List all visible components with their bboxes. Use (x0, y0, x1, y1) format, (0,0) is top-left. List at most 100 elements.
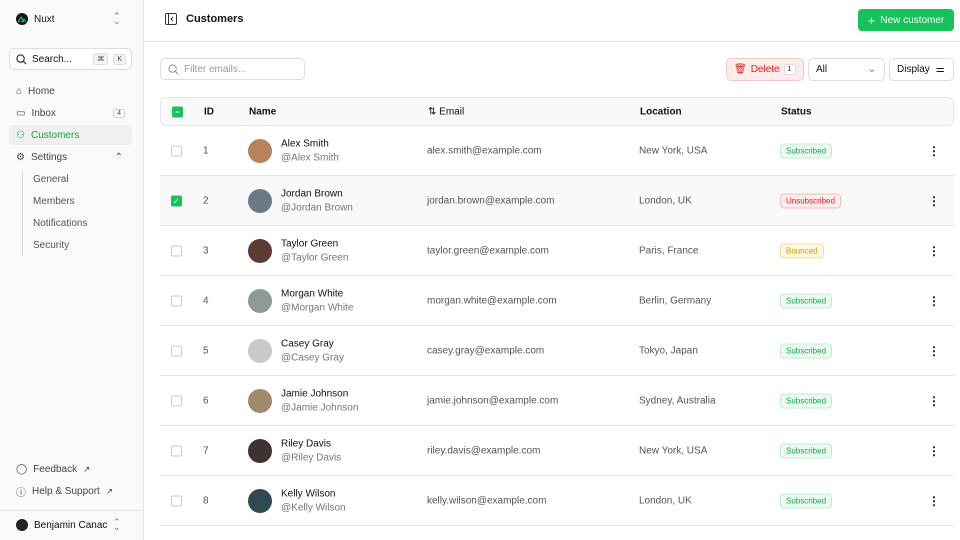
customer-handle: @Riley Davis (281, 452, 342, 463)
cell-id: 8 (203, 495, 209, 506)
kbd-cmd: ⌘ (93, 53, 109, 65)
table-row[interactable]: 1 Alex Smith @Alex Smith alex.smith@examp… (160, 126, 954, 176)
status-filter-value: All (816, 64, 828, 75)
trash-icon: 🗑 (734, 64, 747, 75)
status-badge: Subscribed (780, 343, 833, 358)
sidebar-item-general[interactable]: General (33, 174, 69, 185)
chevron-up-down-icon[interactable]: ⌃ ⌄ (113, 517, 121, 532)
row-actions-menu-icon[interactable]: ⋮ (928, 443, 940, 458)
avatar (248, 288, 272, 313)
row-checkbox[interactable] (171, 295, 182, 306)
cell-email: alex.smith@example.com (427, 145, 542, 156)
row-actions-menu-icon[interactable]: ⋮ (928, 143, 940, 158)
status-badge: Bounced (780, 243, 824, 258)
column-email-label: Email (439, 106, 465, 117)
table-row[interactable]: 4 Morgan White @Morgan White morgan.white… (160, 276, 954, 326)
settings-tree-line (22, 170, 23, 256)
sidebar-item-notifications[interactable]: Notifications (33, 218, 88, 229)
table-row[interactable]: 8 Kelly Wilson @Kelly Wilson kelly.wilson… (160, 476, 954, 526)
inbox-icon: ▭ (16, 107, 26, 119)
customer-handle: @Kelly Wilson (281, 502, 346, 513)
row-checkbox[interactable] (171, 245, 182, 256)
sidebar-item-inbox[interactable]: ▭ Inbox 4 (9, 103, 132, 123)
gear-icon: ⚙ (16, 151, 25, 163)
row-checkbox[interactable] (171, 495, 182, 506)
cell-name: Morgan White @Morgan White (281, 288, 353, 313)
help-support-link[interactable]: ⓘ Help & Support ↗ (9, 481, 132, 501)
cell-email: casey.gray@example.com (427, 345, 545, 356)
avatar (248, 388, 272, 413)
sidebar-item-security[interactable]: Security (33, 240, 70, 251)
external-link-icon: ↗ (83, 464, 91, 474)
row-checkbox[interactable] (171, 345, 182, 356)
status-badge: Subscribed (780, 143, 833, 158)
delete-label: Delete (750, 64, 780, 75)
table-row[interactable]: 5 Casey Gray @Casey Gray casey.gray@examp… (160, 326, 954, 376)
row-checkbox[interactable] (171, 395, 182, 406)
table-row[interactable]: 6 Jamie Johnson @Jamie Johnson jamie.john… (160, 376, 954, 426)
customer-name: Jamie Johnson (281, 388, 349, 399)
user-menu[interactable]: Benjamin Canac ⌃ ⌄ (0, 510, 143, 532)
user-avatar (16, 519, 28, 531)
chevron-up-icon: ⌃ (114, 151, 123, 163)
chevron-up-down-icon[interactable]: ⌃ ⌄ (113, 11, 121, 26)
sidebar-item-label: Home (28, 85, 55, 97)
sidebar-item-label: Settings (30, 151, 68, 163)
search-icon (168, 63, 179, 74)
sliders-icon: ⚌ (935, 64, 945, 75)
row-checkbox[interactable] (171, 445, 182, 456)
delete-button[interactable]: 🗑 Delete 1 (726, 58, 804, 81)
status-badge: Unsubscribed (780, 193, 841, 208)
row-actions-menu-icon[interactable]: ⋮ (928, 393, 940, 408)
avatar (248, 238, 272, 263)
chevron-down-icon: ⌄ (867, 64, 876, 75)
status-filter-select[interactable]: All ⌄ (808, 58, 885, 81)
row-actions-menu-icon[interactable]: ⋮ (928, 293, 940, 308)
display-button[interactable]: Display ⚌ (889, 58, 954, 81)
cell-location: Berlin, Germany (639, 295, 712, 306)
feedback-link[interactable]: ◯ Feedback ↗ (9, 459, 132, 479)
row-actions-menu-icon[interactable]: ⋮ (928, 343, 940, 358)
cell-name: Alex Smith @Alex Smith (281, 138, 339, 163)
cell-email: morgan.white@example.com (427, 295, 557, 306)
table-row[interactable]: 3 Taylor Green @Taylor Green taylor.green… (160, 226, 954, 276)
sidebar-item-settings[interactable]: ⚙ Settings ⌃ (9, 147, 132, 167)
cell-id: 2 (203, 195, 209, 206)
display-label: Display (897, 64, 930, 75)
customer-handle: @Morgan White (281, 302, 354, 313)
row-checkbox[interactable] (171, 145, 182, 156)
select-all-checkbox[interactable]: – (172, 106, 183, 117)
row-actions-menu-icon[interactable]: ⋮ (928, 493, 940, 508)
column-status: Status (781, 106, 812, 117)
filter-emails-input[interactable]: Filter emails... (160, 58, 305, 80)
cell-name: Casey Gray @Casey Gray (281, 338, 344, 363)
plus-icon: + (867, 12, 876, 28)
table-row[interactable]: 7 Riley Davis @Riley Davis riley.davis@ex… (160, 426, 954, 476)
customer-handle: @Alex Smith (281, 152, 339, 163)
sidebar-item-home[interactable]: ⌂ Home (9, 81, 132, 101)
users-icon: ⚇ (16, 129, 25, 141)
table-row[interactable]: ✓ 2 Jordan Brown @Jordan Brown jordan.bro… (160, 176, 954, 226)
column-email[interactable]: ⇅ Email (428, 106, 464, 117)
team-switcher[interactable]: Nuxt (16, 13, 55, 25)
page-title: Customers (186, 13, 244, 25)
row-checkbox[interactable]: ✓ (171, 195, 182, 206)
sidebar-item-customers[interactable]: ⚇ Customers (9, 125, 132, 145)
avatar (248, 338, 272, 363)
row-actions-menu-icon[interactable]: ⋮ (928, 193, 940, 208)
cell-location: New York, USA (639, 145, 708, 156)
cell-location: New York, USA (639, 445, 708, 456)
cell-name: Jamie Johnson @Jamie Johnson (281, 388, 358, 413)
sidebar-item-members[interactable]: Members (33, 196, 75, 207)
row-actions-menu-icon[interactable]: ⋮ (928, 243, 940, 258)
sidebar-collapse-icon[interactable] (165, 13, 177, 25)
customer-name: Casey Gray (281, 338, 334, 349)
cell-id: 4 (203, 295, 209, 306)
customer-name: Taylor Green (281, 238, 339, 249)
info-icon: ⓘ (16, 487, 26, 499)
user-button[interactable]: Benjamin Canac (9, 515, 132, 535)
new-customer-button[interactable]: + New customer (858, 9, 954, 31)
sidebar-item-label: Inbox (31, 107, 56, 119)
search-button[interactable]: Search... ⌘ K (9, 48, 132, 70)
cell-email: riley.davis@example.com (427, 445, 541, 456)
